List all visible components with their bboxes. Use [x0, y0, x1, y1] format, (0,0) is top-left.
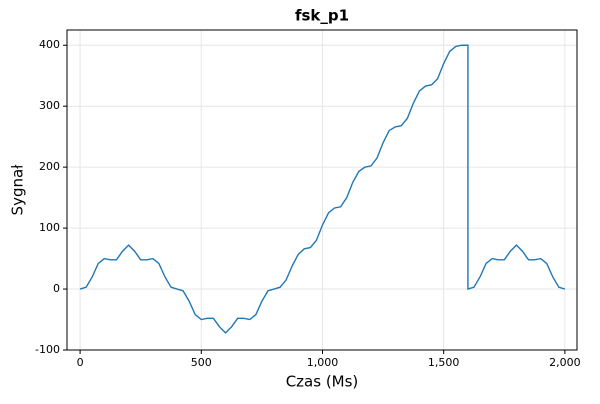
y-tick-label: 100 — [39, 221, 60, 234]
x-tick-label: 1,000 — [307, 356, 339, 369]
y-tick-label: -100 — [35, 343, 60, 356]
y-tick-label: 400 — [39, 38, 60, 51]
x-tick-label: 500 — [191, 356, 212, 369]
y-tick-label: 300 — [39, 99, 60, 112]
y-tick-label: 0 — [53, 282, 60, 295]
y-tick-label: 200 — [39, 160, 60, 173]
plot-frame — [66, 29, 578, 351]
line-series — [79, 44, 566, 334]
x-tick-label: 2,000 — [549, 356, 581, 369]
y-axis-label: Sygnał — [9, 164, 27, 216]
x-tick-label: 0 — [77, 356, 84, 369]
x-axis-label: Czas (Ms) — [286, 373, 359, 391]
x-tick-label: 1,500 — [428, 356, 460, 369]
chart-title: fsk_p1 — [295, 7, 349, 25]
